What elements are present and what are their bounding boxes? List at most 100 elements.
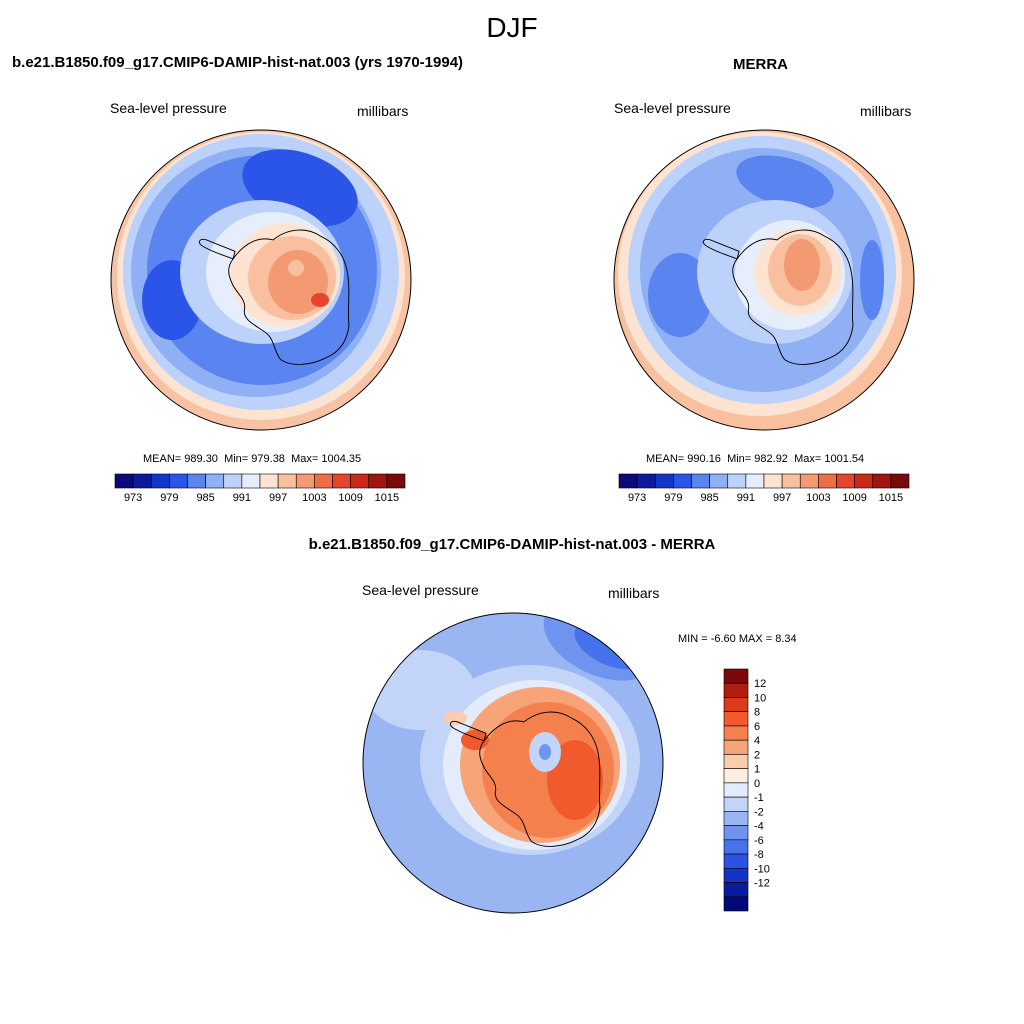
obs-colorbar-swatch (691, 473, 710, 489)
model-colorbar-swatch (205, 473, 225, 489)
diff-colorbar-swatch (723, 754, 749, 769)
model-colorbar: 973 979 985 991 997 1003 1009 1015 (114, 473, 406, 504)
diff-colorbar-swatch (723, 825, 749, 841)
obs-colorbar-swatch (836, 473, 855, 489)
obs-colorbar-swatch (745, 473, 765, 489)
model-mean-label: MEAN= (143, 453, 182, 465)
model-mean-value: 989.30 (184, 453, 218, 465)
diff-colorbar-tick-label: -2 (754, 806, 764, 818)
diff-stats: MIN = -6.60 MAX = 8.34 (678, 633, 797, 645)
diff-colorbar-swatch (723, 811, 749, 826)
obs-variable-label: Sea-level pressure (614, 100, 731, 116)
model-max-label: Max= (291, 453, 319, 465)
obs-map (613, 129, 915, 431)
model-colorbar-swatch (259, 473, 279, 489)
model-colorbar-swatch (386, 473, 406, 489)
diff-panel-title: b.e21.B1850.f09_g17.CMIP6-DAMIP-hist-nat… (308, 536, 716, 553)
diff-min-label: MIN = (678, 633, 708, 645)
obs-mean-label: MEAN= (646, 453, 685, 465)
diff-colorbar-tick-label: 2 (754, 749, 760, 761)
diff-colorbar-swatch (723, 882, 749, 898)
obs-colorbar-swatch (872, 473, 892, 489)
model-stats: MEAN= 989.30 Min= 979.38 Max= 1004.35 (143, 453, 361, 465)
diff-colorbar-tick-label: 4 (754, 735, 760, 747)
obs-units-label: millibars (860, 103, 912, 119)
diff-max-value: 8.34 (775, 633, 797, 645)
model-colorbar-swatch (277, 473, 297, 489)
diff-colorbar-tick-label: -1 (754, 792, 764, 804)
obs-colorbar-swatch (890, 473, 910, 489)
diff-colorbar-swatch (723, 711, 749, 727)
obs-colorbar-tick-label: 1009 (842, 492, 866, 504)
model-max-value: 1004.35 (321, 453, 362, 465)
obs-colorbar-tick-label: 1015 (879, 492, 903, 504)
diff-colorbar-tick-label: -8 (754, 849, 764, 861)
diff-colorbar-swatch (723, 739, 749, 755)
obs-colorbar-swatch (618, 473, 638, 489)
model-variable-label: Sea-level pressure (110, 100, 227, 116)
diff-colorbar-tick-label: 10 (754, 692, 766, 704)
obs-min-value: 982.92 (754, 453, 788, 465)
obs-colorbar-swatch (709, 473, 729, 489)
obs-colorbar-swatch (673, 473, 692, 489)
model-colorbar-swatch (295, 473, 315, 489)
diff-colorbar-swatch (723, 853, 749, 869)
diff-colorbar-swatch (723, 768, 749, 784)
model-min-label: Min= (224, 453, 249, 465)
obs-colorbar-swatch (763, 473, 783, 489)
model-colorbar-swatch (187, 473, 206, 489)
obs-colorbar-tick-label: 997 (773, 492, 791, 504)
model-colorbar-tick-label: 991 (233, 492, 251, 504)
model-colorbar-swatch (223, 473, 243, 489)
model-colorbar-swatch (169, 473, 188, 489)
obs-colorbar-swatch (781, 473, 801, 489)
model-colorbar-swatch (350, 473, 370, 489)
model-min-value: 979.38 (251, 453, 285, 465)
diff-colorbar-swatch (723, 796, 749, 812)
obs-colorbar-swatch (636, 473, 656, 489)
model-colorbar-tick-label: 997 (269, 492, 287, 504)
model-colorbar-tick-label: 973 (124, 492, 142, 504)
model-colorbar-swatch (332, 473, 351, 489)
diff-max-label: MAX = (738, 633, 773, 645)
obs-colorbar-tick-label: 1003 (806, 492, 830, 504)
obs-colorbar-tick-label: 973 (628, 492, 646, 504)
model-colorbar-swatch (314, 473, 333, 489)
obs-colorbar-swatch (799, 473, 819, 489)
model-colorbar-tick-label: 985 (196, 492, 214, 504)
model-colorbar-tick-label: 1015 (375, 492, 399, 504)
obs-min-label: Min= (727, 453, 752, 465)
diff-colorbar-swatch (723, 668, 749, 684)
diff-colorbar-tick-label: 1 (754, 764, 760, 776)
diff-colorbar-tick-label: 8 (754, 707, 760, 719)
diff-colorbar-swatch (723, 839, 749, 855)
model-units-label: millibars (357, 103, 409, 119)
model-colorbar-tick-label: 1009 (338, 492, 362, 504)
obs-colorbar: 973 979 985 991 997 1003 1009 1015 (618, 473, 910, 504)
obs-panel-title: MERRA (733, 56, 788, 73)
diff-colorbar-tick-label: -12 (754, 878, 770, 890)
obs-mean-value: 990.16 (687, 453, 721, 465)
model-colorbar-swatch (241, 473, 261, 489)
diff-colorbar-swatch (723, 782, 749, 798)
diff-colorbar-tick-label: 6 (754, 721, 760, 733)
model-colorbar-swatch (150, 473, 170, 489)
model-colorbar-swatch (114, 473, 134, 489)
obs-colorbar-swatch (854, 473, 874, 489)
model-colorbar-tick-label: 979 (160, 492, 178, 504)
diff-colorbar-swatch (723, 896, 749, 912)
diff-colorbar-tick-label: -10 (754, 863, 770, 875)
obs-stats: MEAN= 990.16 Min= 982.92 Max= 1001.54 (646, 453, 864, 465)
diff-colorbar-swatch (723, 682, 749, 698)
model-colorbar-swatch (368, 473, 388, 489)
model-panel-title: b.e21.B1850.f09_g17.CMIP6-DAMIP-hist-nat… (12, 54, 464, 71)
obs-colorbar-tick-label: 979 (664, 492, 682, 504)
diff-colorbar-tick-label: 0 (754, 778, 760, 790)
obs-colorbar-swatch (727, 473, 747, 489)
obs-colorbar-tick-label: 985 (700, 492, 718, 504)
obs-colorbar-swatch (654, 473, 674, 489)
diff-colorbar-swatch (723, 697, 749, 713)
